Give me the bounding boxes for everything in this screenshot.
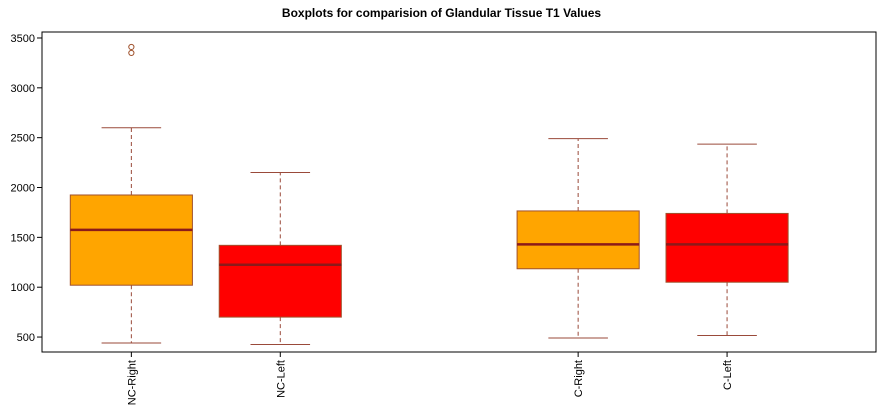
y-axis: 500 1000 1500 2000 2500 3000 3500 bbox=[11, 33, 42, 344]
box-body bbox=[665, 212, 789, 283]
y-tick-label: 2000 bbox=[11, 183, 35, 195]
box-body bbox=[516, 210, 640, 270]
x-tick-label: C-Left bbox=[722, 360, 734, 390]
boxes bbox=[69, 43, 789, 346]
outlier-point bbox=[128, 49, 135, 57]
y-tick-label: 3500 bbox=[11, 33, 35, 45]
box-nc-right bbox=[69, 43, 193, 344]
y-tick-label: 1000 bbox=[11, 282, 35, 294]
y-tick-label: 500 bbox=[17, 332, 35, 344]
box-c-right bbox=[516, 138, 640, 339]
box-c-left bbox=[665, 143, 789, 337]
x-tick-label: NC-Right bbox=[126, 360, 138, 405]
chart-title: Boxplots for comparision of Glandular Ti… bbox=[281, 6, 602, 20]
box-nc-left bbox=[218, 172, 342, 346]
plot-frame bbox=[41, 31, 877, 353]
y-tick-label: 3000 bbox=[11, 83, 35, 95]
y-tick-label: 1500 bbox=[11, 232, 35, 244]
box-body bbox=[69, 194, 193, 286]
x-axis: NC-Right NC-Left C-Right C-Left bbox=[126, 352, 734, 405]
x-tick-label: NC-Left bbox=[275, 360, 287, 398]
box-body bbox=[218, 244, 342, 318]
x-tick-label: C-Right bbox=[573, 360, 585, 397]
y-tick-label: 2500 bbox=[11, 133, 35, 145]
outlier-point bbox=[128, 43, 135, 51]
